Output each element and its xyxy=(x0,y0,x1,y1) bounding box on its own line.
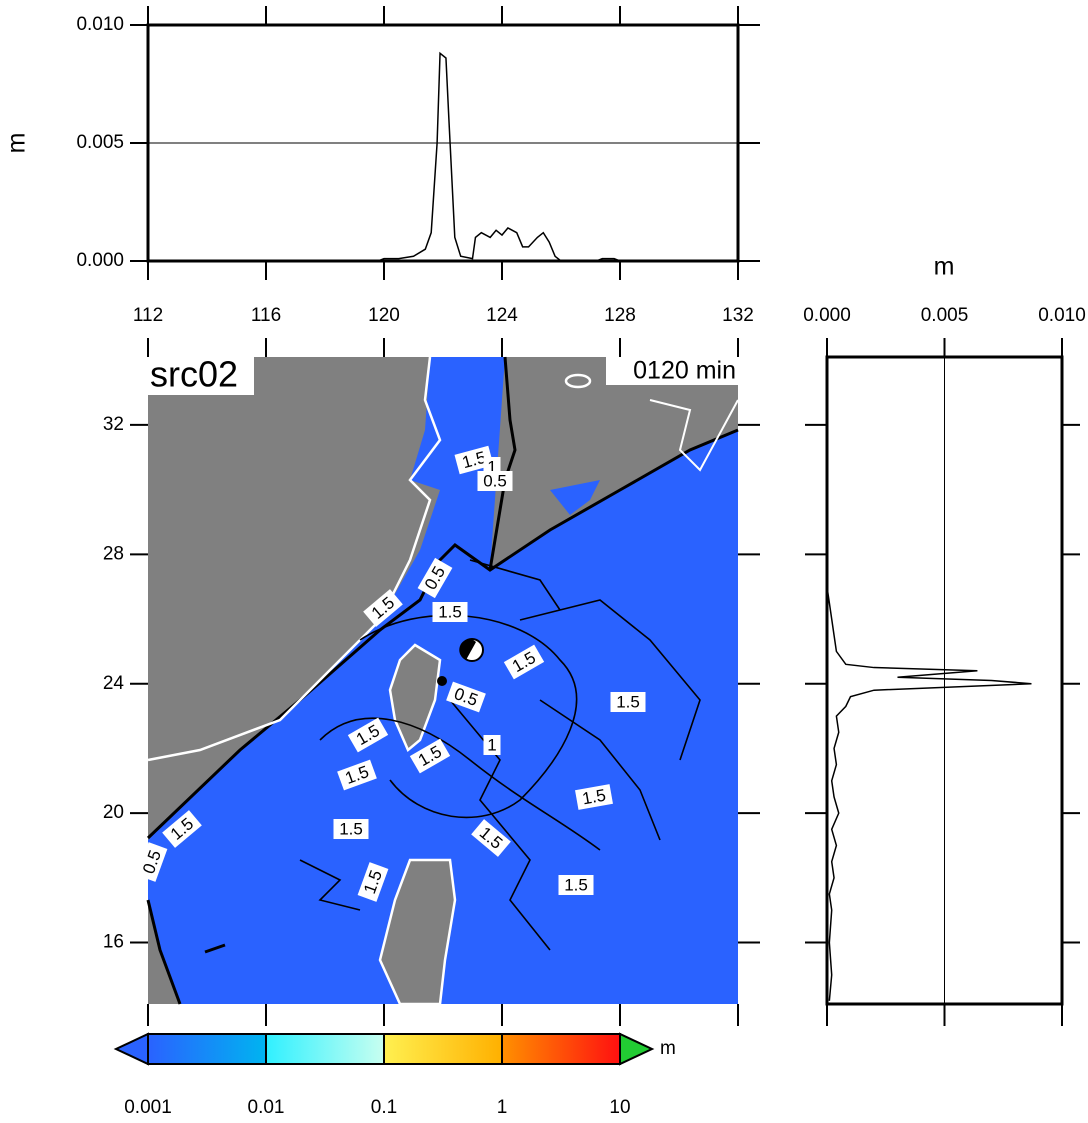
contour-label-group: 0.5 xyxy=(477,471,513,491)
contour-label-group: 1.5 xyxy=(471,819,511,857)
colorbar-tick-label: 0.001 xyxy=(124,1097,172,1118)
coastline xyxy=(488,356,517,571)
x-axis-label: m xyxy=(934,253,955,281)
contour-label-box xyxy=(477,471,513,491)
colorbar-under xyxy=(113,1032,149,1066)
colorbar-segment xyxy=(384,1034,502,1064)
contour-label-group: 1 xyxy=(483,735,501,755)
x-tick-label: 128 xyxy=(604,305,636,326)
contour-label: 1.5 xyxy=(616,692,640,711)
contour-label: 1.5 xyxy=(339,819,363,838)
contour-label-box xyxy=(162,810,202,848)
colorbar-segment xyxy=(148,1034,266,1064)
contour-label-group: 1.5 xyxy=(558,875,594,895)
contour-label: 1.5 xyxy=(564,875,588,894)
contour xyxy=(539,699,661,841)
colorbar-tick-label: 10 xyxy=(609,1097,630,1118)
y-tick-label: 16 xyxy=(103,932,124,953)
contour-label-group: 1.5 xyxy=(333,819,369,839)
y-axis-label: m xyxy=(3,133,31,154)
coastline-white xyxy=(378,858,457,1006)
land-mass xyxy=(148,900,180,1004)
x-tick-label: 0.010 xyxy=(1038,305,1086,326)
colorbar-unit: m xyxy=(660,1038,676,1059)
colorbar-segment xyxy=(502,1034,620,1064)
y-tick-label: 0.000 xyxy=(76,250,124,271)
contour xyxy=(319,717,601,851)
contour xyxy=(299,859,361,911)
contour xyxy=(204,943,226,954)
contour-label-box xyxy=(558,875,594,895)
contour-label-box xyxy=(337,759,377,791)
contour-label-box xyxy=(136,842,168,882)
y-tick-label: 0.010 xyxy=(76,14,124,35)
luzon xyxy=(380,860,455,1004)
y-tick-label: 20 xyxy=(103,802,124,823)
contour-label: 1 xyxy=(487,735,496,754)
contour-label-box xyxy=(432,602,468,622)
contour-label-group: 1.5 xyxy=(575,784,613,810)
y-tick-label: 0.005 xyxy=(76,132,124,153)
taiwan xyxy=(390,645,440,750)
contour-label-box xyxy=(363,589,403,627)
y-tick-label: 24 xyxy=(103,673,125,694)
contours xyxy=(204,559,701,954)
x-tick-label: 124 xyxy=(486,305,518,326)
x-tick-label: 120 xyxy=(368,305,400,326)
contour-label-box xyxy=(575,784,613,810)
land-mass xyxy=(490,357,738,570)
contour-white xyxy=(564,373,592,389)
time-box xyxy=(606,357,738,385)
y-tick-label: 28 xyxy=(103,543,124,564)
contour-label-box xyxy=(409,738,451,774)
contour-label-group: 1.5 xyxy=(432,602,468,622)
contour-label: 1.5 xyxy=(438,602,462,621)
station xyxy=(437,676,447,686)
land-mass xyxy=(148,357,440,840)
colorbar-tick-label: 0.1 xyxy=(371,1097,397,1118)
contour-label-box xyxy=(483,735,501,755)
contour-label: 1 xyxy=(487,457,496,476)
contour xyxy=(469,559,561,611)
coastline-white xyxy=(388,643,442,753)
contour-label-box xyxy=(446,681,486,713)
land xyxy=(148,357,738,1004)
y-tick-label: 32 xyxy=(103,414,124,435)
map: 1.5 10.50.51.5 1.51.50.5 1.51.51.5 11.51.51.… xyxy=(136,354,739,1006)
coastline-white xyxy=(649,399,739,472)
contour-label-box xyxy=(347,717,389,753)
x-tick-label: 0.000 xyxy=(803,305,851,326)
coastline-white xyxy=(147,356,442,762)
coastline xyxy=(146,899,182,1005)
contour-label-box xyxy=(503,644,545,680)
colorbar-tick-label: 0.01 xyxy=(248,1097,285,1118)
colorbar-over xyxy=(619,1032,655,1066)
title-box xyxy=(148,357,254,395)
x-tick-label: 132 xyxy=(722,305,754,326)
colorbar-segment xyxy=(266,1034,384,1064)
x-tick-label: 112 xyxy=(133,305,163,326)
x-tick-label: 116 xyxy=(251,305,281,326)
contour xyxy=(519,599,701,761)
ocean-patch xyxy=(550,480,600,515)
profile-line xyxy=(148,51,738,262)
colorbar-tick-label: 1 xyxy=(497,1097,508,1118)
contour-label: 0.5 xyxy=(483,471,507,490)
contour-label: 1.5 xyxy=(581,786,608,809)
source-marker-fill xyxy=(459,638,476,660)
contour-label-group: 1.5 xyxy=(610,692,646,712)
contour-label-box xyxy=(417,557,453,599)
time-label: 0120 min xyxy=(633,357,736,385)
contour-label-box xyxy=(333,819,369,839)
profile-line xyxy=(826,357,1032,1001)
contour-label-box xyxy=(471,819,511,857)
contour-label-box xyxy=(357,862,389,902)
x-tick-label: 0.005 xyxy=(921,305,969,326)
map-title: src02 xyxy=(150,354,238,395)
contour-label-box xyxy=(610,692,646,712)
